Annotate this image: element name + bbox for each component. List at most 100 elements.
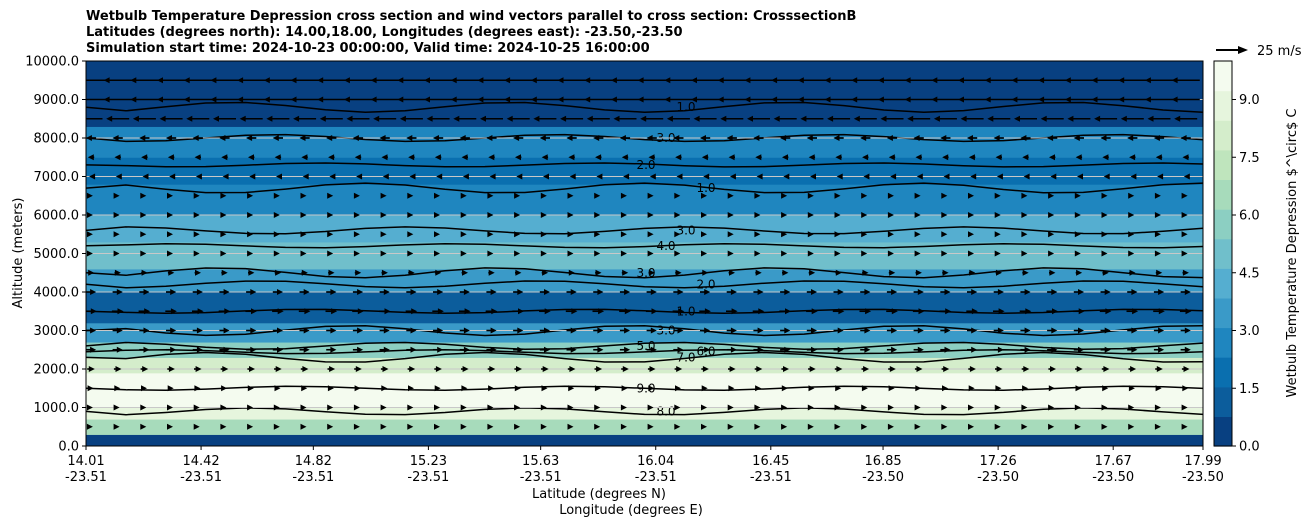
- wind-vector-head: [273, 192, 280, 199]
- x-tick-label-lat: 17.67: [1095, 454, 1132, 469]
- wind-vector-head: [781, 231, 788, 238]
- x-tick-label-lon: -23.50: [977, 470, 1019, 485]
- wind-vector-head: [487, 231, 494, 238]
- wind-vector-head: [691, 77, 697, 84]
- wind-vector-head: [730, 289, 737, 295]
- wind-vector-head: [811, 308, 818, 315]
- contour-label: 2.0: [696, 277, 715, 291]
- wind-vector-head: [1022, 269, 1029, 276]
- wind-vector-head: [353, 250, 360, 257]
- field-band: [86, 292, 1203, 324]
- wind-vector-head: [731, 308, 738, 315]
- wind-vector-head: [676, 173, 683, 180]
- wind-vector-head: [273, 404, 280, 411]
- wind-vector-head: [246, 135, 253, 141]
- wind-vector-head: [86, 250, 93, 257]
- wind-vector-head: [1104, 327, 1111, 334]
- wind-vector-head: [167, 423, 173, 430]
- wind-vector-head: [317, 96, 324, 103]
- wind-vector-head: [1104, 289, 1111, 295]
- wind-vector-head: [650, 327, 657, 334]
- colorbar-swatch: [1214, 416, 1232, 447]
- chart-title-line1: Wetbulb Temperature Depression cross sec…: [86, 9, 857, 24]
- wind-vector-head: [931, 77, 938, 84]
- wind-vector-head: [888, 385, 895, 392]
- wind-vector-head: [437, 289, 444, 295]
- wind-vector-head: [1064, 77, 1071, 84]
- wind-vector-head: [303, 289, 310, 295]
- wind-vector-head: [89, 173, 96, 180]
- wind-vector-head: [250, 327, 257, 334]
- wind-vector-head: [293, 115, 300, 122]
- wind-vector-head: [380, 423, 387, 430]
- wind-vector-head: [968, 250, 974, 257]
- wind-vector-head: [1103, 366, 1110, 372]
- wind-vector-head: [1131, 327, 1138, 334]
- wind-vector-head: [113, 231, 120, 238]
- wind-vector-head: [810, 173, 816, 180]
- wind-vector-head: [782, 154, 788, 161]
- wind-vector-head: [807, 231, 814, 238]
- wind-vector-head: [167, 385, 174, 392]
- wind-vector-head: [194, 385, 201, 392]
- wind-vector-head: [193, 212, 200, 218]
- wind-vector-head: [1021, 404, 1028, 411]
- wind-vector-head: [1048, 212, 1055, 218]
- wind-vector-head: [1048, 385, 1055, 392]
- wind-vector-head: [637, 96, 644, 103]
- wind-vector-head: [434, 423, 440, 430]
- wind-vector-head: [530, 96, 537, 103]
- wind-vector-head: [382, 173, 389, 180]
- wind-vector-head: [824, 96, 831, 103]
- wind-vector-head: [702, 269, 709, 276]
- wind-vector-head: [539, 135, 546, 141]
- contour-label: 3.0: [676, 223, 695, 237]
- wind-vector-head: [993, 135, 1000, 141]
- wind-vector-head: [140, 192, 147, 199]
- wind-vector-head: [541, 154, 548, 161]
- contour-label: 1.0: [676, 100, 695, 114]
- wind-vector-head: [995, 385, 1002, 392]
- wind-vector-head: [373, 115, 380, 122]
- wind-vector-head: [247, 404, 254, 411]
- x-tick-label-lon: -23.51: [750, 470, 792, 485]
- wind-vector-head: [1144, 77, 1151, 84]
- wind-vector-head: [729, 269, 735, 276]
- wind-vector-head: [166, 135, 172, 141]
- wind-vector-head: [1101, 250, 1108, 257]
- wind-vector-head: [943, 366, 950, 372]
- wind-vector-head: [513, 135, 520, 141]
- wind-vector-head: [237, 96, 244, 103]
- wind-vector-head: [1020, 135, 1027, 141]
- wind-vector-head: [274, 154, 281, 161]
- wind-vector-head: [996, 269, 1002, 276]
- wind-vector-head: [807, 423, 814, 430]
- wind-vector-head: [1181, 231, 1188, 238]
- wind-vector-head: [397, 96, 404, 103]
- wind-vector-head: [424, 77, 430, 84]
- wind-vector-head: [851, 96, 858, 103]
- wind-vector-head: [666, 115, 673, 122]
- wind-vector-head: [222, 366, 229, 372]
- wind-vector-head: [757, 289, 764, 295]
- wind-vector-head: [300, 192, 307, 199]
- wind-vector-head: [782, 269, 789, 276]
- wind-vector-head: [994, 231, 1001, 238]
- x-tick-label-lat: 17.26: [980, 454, 1017, 469]
- colorbar-tick-label: 6.0: [1239, 209, 1260, 224]
- wind-vector-head: [327, 404, 334, 411]
- wind-vector-head: [997, 289, 1004, 295]
- wind-vector-head: [887, 192, 894, 199]
- colorbar-swatch: [1214, 268, 1232, 299]
- wind-vector-head: [1100, 135, 1107, 141]
- wind-vector-head: [399, 115, 406, 122]
- wind-vector-head: [249, 366, 255, 372]
- wind-vector-head: [703, 173, 710, 180]
- wind-vector-head: [754, 231, 761, 238]
- wind-vectors: [86, 77, 1200, 430]
- wind-vector-head: [515, 154, 521, 161]
- wind-vector-head: [610, 96, 617, 103]
- wind-vector-head: [140, 423, 147, 430]
- wind-vector-head: [800, 115, 807, 122]
- wind-vector-head: [329, 173, 336, 180]
